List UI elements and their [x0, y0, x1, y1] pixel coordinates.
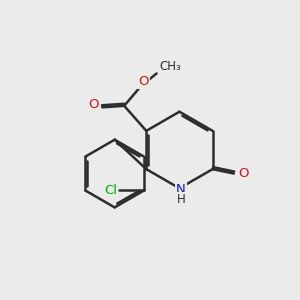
Text: O: O — [138, 75, 148, 88]
Text: H: H — [176, 193, 185, 206]
Text: Cl: Cl — [104, 184, 117, 197]
Text: CH₃: CH₃ — [160, 61, 182, 74]
Text: O: O — [88, 98, 98, 111]
Text: N: N — [176, 183, 186, 196]
Text: O: O — [238, 167, 248, 180]
